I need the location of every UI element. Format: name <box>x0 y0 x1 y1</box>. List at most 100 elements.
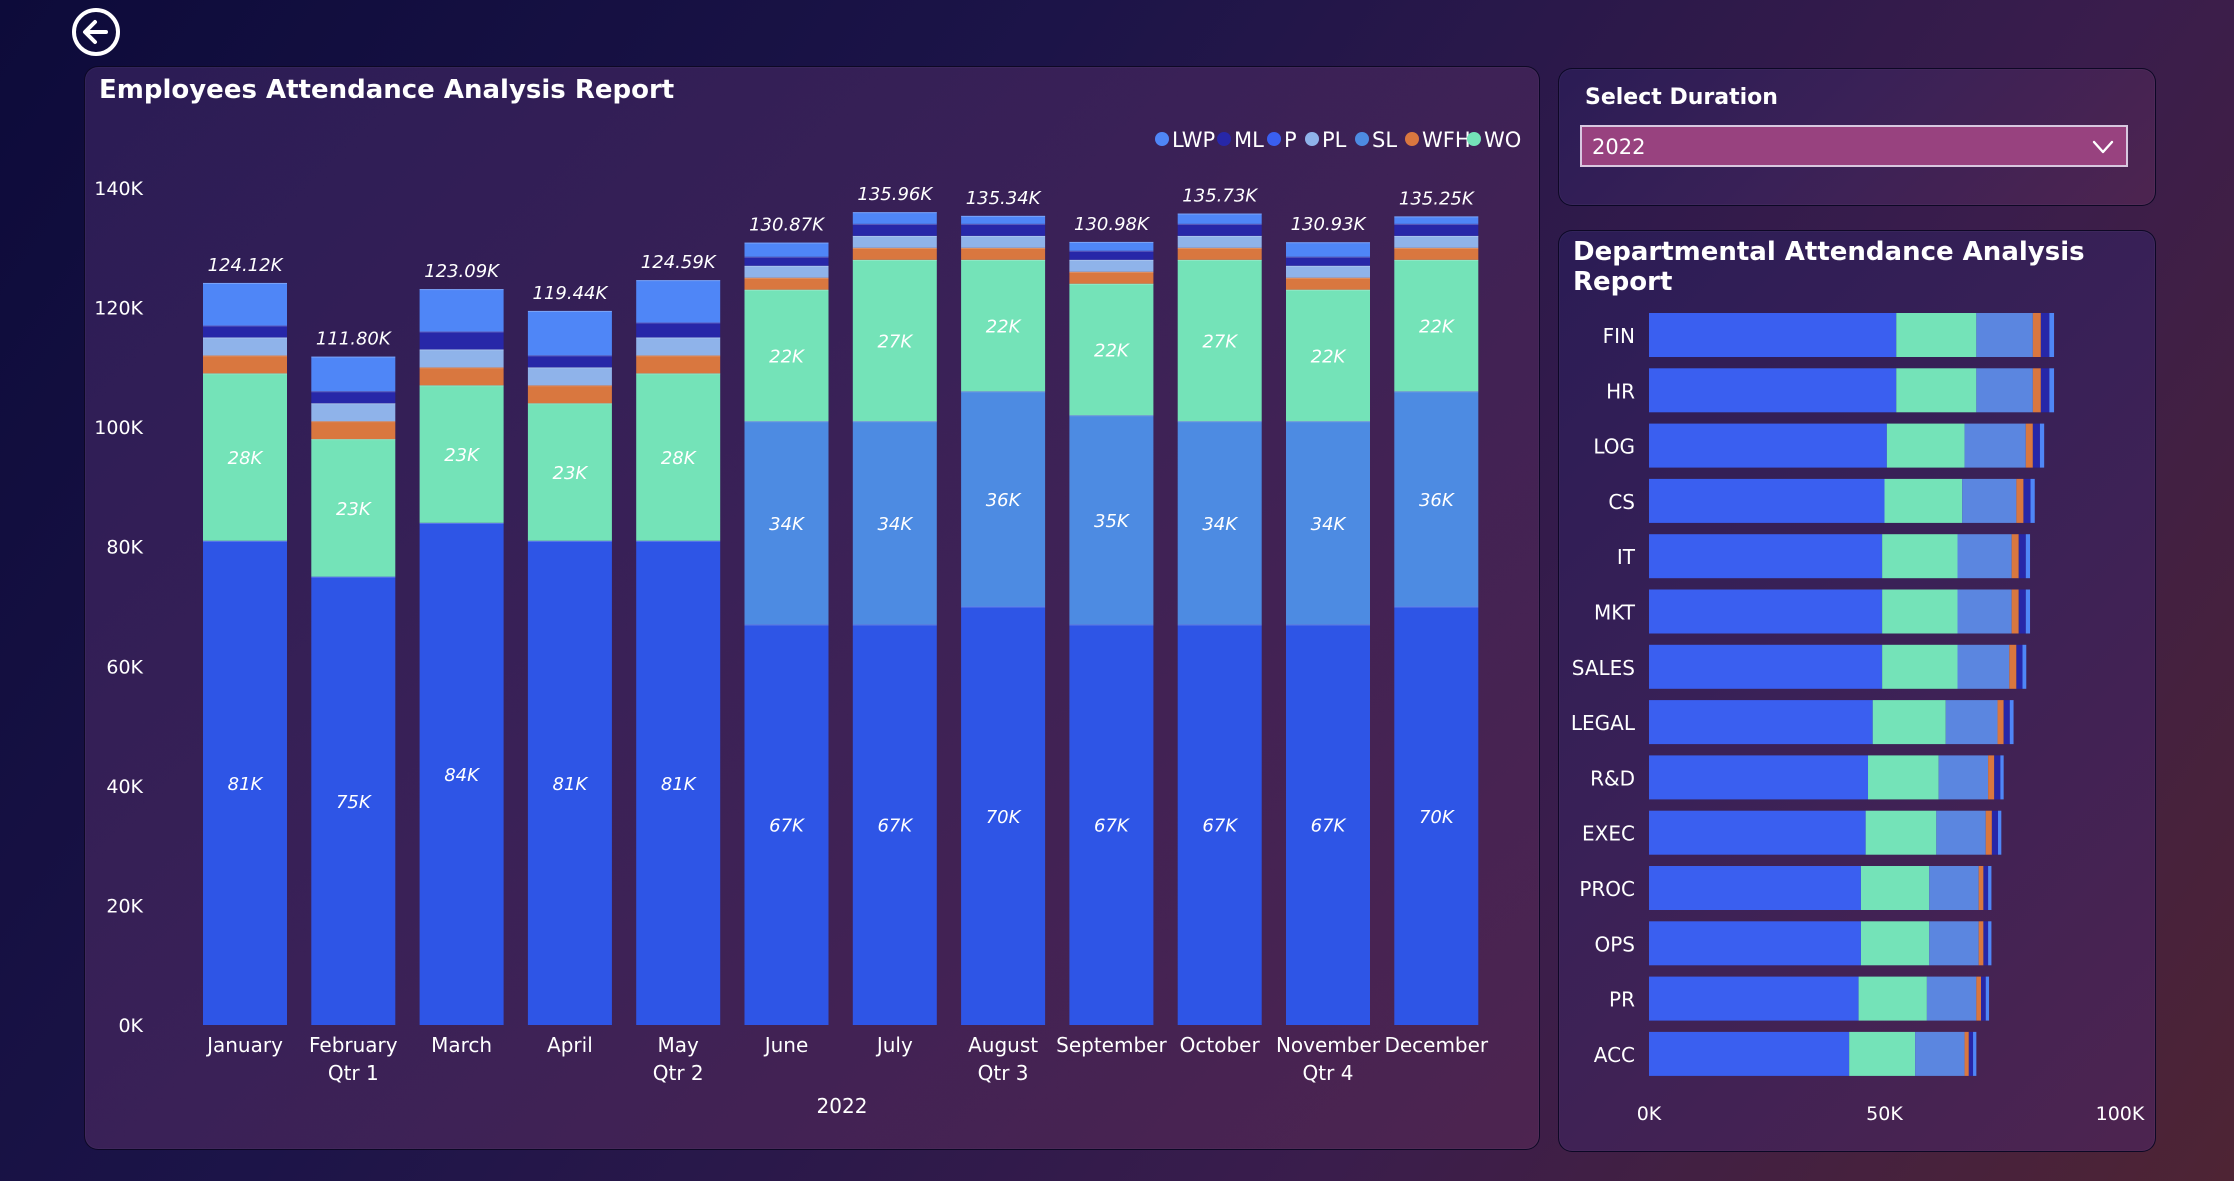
dept-bar-segment-wo <box>1860 866 1930 910</box>
bar-segment-separator <box>1286 421 1370 423</box>
bar-segment-p <box>1069 624 1154 1025</box>
bar-data-label: 36K <box>986 490 1022 511</box>
bar-segment-separator <box>1177 421 1262 423</box>
bar-segment-separator <box>527 367 612 369</box>
dept-bar-segment-p <box>1649 589 1883 634</box>
bar-segment-separator <box>1177 247 1262 249</box>
bar-segment-lwp <box>203 282 287 326</box>
bar-segment-separator <box>744 277 829 279</box>
dept-bar-segment-p <box>1649 921 1861 966</box>
bar-segment-pl <box>419 349 504 368</box>
dept-label: OPS <box>1595 932 1636 956</box>
bar-segment-wfh <box>203 355 287 374</box>
bar-segment-ml <box>311 391 396 404</box>
bar-segment-wo <box>636 373 721 541</box>
dept-bar-segment-ml <box>2018 589 2026 634</box>
bar-segment-separator <box>1177 235 1262 237</box>
bar-segment-separator <box>744 624 829 626</box>
dept-bar-segment-wfh <box>2032 368 2041 413</box>
bar-segment-separator <box>961 259 1046 261</box>
bar-segment-wfh <box>1177 247 1262 260</box>
bar-data-label: 34K <box>1202 514 1238 535</box>
department-chart-panel: Departmental Attendance Analysis Report … <box>1558 230 2156 1152</box>
x-tick-label: December <box>1384 1033 1488 1057</box>
dept-bar-segment-sl <box>1957 644 2010 689</box>
bar-segment-wo <box>311 439 396 577</box>
dept-bar-segment-sl <box>1957 589 2012 634</box>
bar-segment-separator <box>636 355 721 357</box>
bar-segment-lwp <box>744 242 829 257</box>
bar-data-label: 27K <box>877 331 913 352</box>
dept-bar-segment-wfh <box>2032 313 2041 357</box>
bar-segment-separator <box>1069 624 1154 626</box>
dept-label: ACC <box>1594 1043 1635 1067</box>
bar-data-label: 34K <box>769 514 805 535</box>
bar-segment-wfh <box>744 277 829 290</box>
bar-total-label: 123.09K <box>424 261 500 282</box>
bar-segment-wfh <box>527 385 612 404</box>
x-tick-label: November <box>1276 1033 1381 1057</box>
bar-segment-separator <box>636 280 721 282</box>
y-tick-label: 0K <box>118 1015 143 1037</box>
dept-bar-segment-p <box>1649 976 1859 1021</box>
bar-data-label: 34K <box>1311 514 1347 535</box>
dept-bar-segment-wo <box>1868 755 1939 800</box>
dept-bar-segment-ml <box>2040 368 2050 413</box>
bar-segment-separator <box>419 331 504 333</box>
bar-segment-lwp <box>961 215 1046 224</box>
bar-data-label: 35K <box>1094 511 1130 532</box>
bar-segment-p <box>961 606 1046 1025</box>
bar-segment-sl <box>1069 415 1154 625</box>
y-tick-label: 140K <box>94 178 143 200</box>
bar-segment-separator <box>203 337 287 339</box>
bar-segment-ml <box>1177 223 1262 236</box>
dept-bar-segment-sl <box>1964 423 2026 468</box>
dept-label: LEGAL <box>1571 711 1636 735</box>
bar-data-label: 23K <box>444 445 480 466</box>
bar-segment-separator <box>1394 259 1479 261</box>
dept-bar-segment-ml <box>1968 1031 1974 1076</box>
dept-bar-segment-lwp <box>1973 1031 1977 1076</box>
bar-segment-ml <box>744 256 829 266</box>
bar-segment-lwp <box>527 310 612 356</box>
bar-segment-separator <box>419 522 504 524</box>
bar-segment-wo <box>419 385 504 523</box>
legend-label-wfh: WFH <box>1422 128 1471 152</box>
bar-segment-pl <box>527 367 612 386</box>
dept-bar-segment-lwp <box>2049 368 2055 413</box>
bar-segment-separator <box>852 259 937 261</box>
bar-segment-pl <box>1177 235 1262 248</box>
back-button[interactable] <box>70 6 122 58</box>
dept-label: LOG <box>1593 435 1635 459</box>
back-arrow-icon <box>72 8 120 56</box>
bar-segment-separator <box>203 540 287 542</box>
attendance-chart-panel: Employees Attendance Analysis Report LWP… <box>84 66 1540 1150</box>
bar-segment-separator <box>1177 223 1262 225</box>
dept-bar-segment-sl <box>1936 810 1986 855</box>
dept-bar-segment-ml <box>2003 700 2010 745</box>
bar-segment-p <box>527 540 612 1025</box>
bar-segment-pl <box>1069 259 1154 272</box>
dept-bar-segment-wfh <box>1985 810 1992 855</box>
dept-x-tick-label: 100K <box>2096 1103 2145 1125</box>
bar-segment-wfh <box>419 367 504 386</box>
dept-bar-segment-p <box>1649 866 1861 910</box>
bar-segment-separator <box>1069 415 1154 417</box>
dept-bar-segment-lwp <box>1985 976 1990 1021</box>
bar-segment-separator <box>1394 223 1479 225</box>
bar-segment-separator <box>419 367 504 369</box>
bar-data-label: 67K <box>1094 816 1130 837</box>
bar-data-label: 36K <box>1419 490 1455 511</box>
bar-segment-separator <box>744 265 829 267</box>
dept-bar-segment-ml <box>2016 644 2023 689</box>
bar-segment-pl <box>311 403 396 422</box>
dept-bar-segment-lwp <box>1988 921 1992 966</box>
bar-segment-p <box>744 624 829 1025</box>
bar-segment-separator <box>1069 250 1154 252</box>
duration-dropdown[interactable]: 2022 <box>1580 125 2128 167</box>
bar-segment-wo <box>1069 283 1154 416</box>
legend-marker-wfh <box>1405 132 1419 146</box>
dept-bar-segment-sl <box>1976 368 2033 413</box>
bar-segment-separator <box>311 576 396 578</box>
bar-total-label: 124.12K <box>208 255 284 276</box>
